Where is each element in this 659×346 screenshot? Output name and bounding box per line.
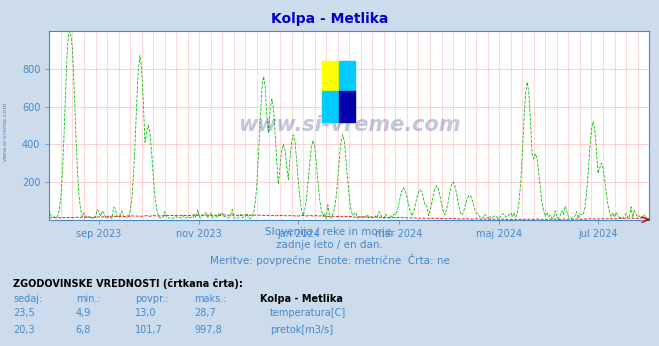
Bar xyxy=(322,91,339,122)
Text: ZGODOVINSKE VREDNOSTI (črtkana črta):: ZGODOVINSKE VREDNOSTI (črtkana črta): xyxy=(13,279,243,289)
Bar xyxy=(339,91,355,122)
Text: Meritve: povprečne  Enote: metrične  Črta: ne: Meritve: povprečne Enote: metrične Črta:… xyxy=(210,254,449,266)
Text: 997,8: 997,8 xyxy=(194,325,222,335)
Text: pretok[m3/s]: pretok[m3/s] xyxy=(270,325,333,335)
Text: Kolpa - Metlika: Kolpa - Metlika xyxy=(271,12,388,26)
Text: Slovenija / reke in morje.: Slovenija / reke in morje. xyxy=(264,227,395,237)
Text: www.si-vreme.com: www.si-vreme.com xyxy=(3,102,8,161)
Text: maks.:: maks.: xyxy=(194,294,227,304)
Text: 4,9: 4,9 xyxy=(76,308,91,318)
Text: 28,7: 28,7 xyxy=(194,308,216,318)
Text: 20,3: 20,3 xyxy=(13,325,35,335)
Text: temperatura[C]: temperatura[C] xyxy=(270,308,347,318)
Text: sedaj:: sedaj: xyxy=(13,294,42,304)
Text: 13,0: 13,0 xyxy=(135,308,157,318)
Bar xyxy=(322,61,339,91)
Text: 101,7: 101,7 xyxy=(135,325,163,335)
Text: www.si-vreme.com: www.si-vreme.com xyxy=(238,116,461,135)
Text: 23,5: 23,5 xyxy=(13,308,35,318)
Text: zadnje leto / en dan.: zadnje leto / en dan. xyxy=(276,240,383,251)
Text: min.:: min.: xyxy=(76,294,101,304)
Text: 6,8: 6,8 xyxy=(76,325,91,335)
Text: Kolpa - Metlika: Kolpa - Metlika xyxy=(260,294,343,304)
Text: povpr.:: povpr.: xyxy=(135,294,169,304)
Bar xyxy=(339,61,355,91)
